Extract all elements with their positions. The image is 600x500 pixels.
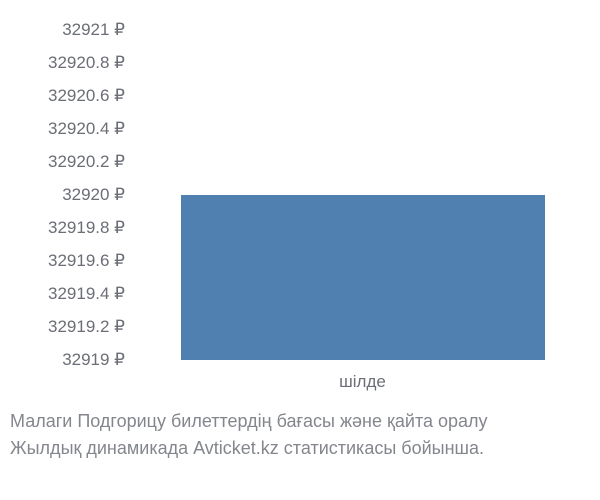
caption-line-1: Малаги Подгорицу билеттердің бағасы және…: [10, 408, 600, 435]
y-tick-label: 32920.4 ₽: [48, 119, 125, 139]
chart: 32921 ₽ 32920.8 ₽ 32920.6 ₽ 32920.4 ₽ 32…: [10, 30, 590, 360]
y-tick-label: 32919.4 ₽: [48, 284, 125, 304]
y-tick-label: 32919 ₽: [62, 350, 125, 370]
x-tick-label: шілде: [339, 372, 386, 392]
bar: [181, 195, 545, 360]
y-tick-label: 32920 ₽: [62, 185, 125, 205]
caption-line-2: Жылдық динамикада Avticket.kz статистика…: [10, 435, 600, 462]
y-tick-label: 32921 ₽: [62, 20, 125, 40]
y-tick-label: 32920.6 ₽: [48, 86, 125, 106]
y-tick-label: 32919.8 ₽: [48, 218, 125, 238]
y-tick-label: 32919.2 ₽: [48, 317, 125, 337]
y-tick-label: 32919.6 ₽: [48, 251, 125, 271]
y-tick-label: 32920.8 ₽: [48, 53, 125, 73]
plot-area: шілде: [135, 30, 590, 360]
caption: Малаги Подгорицу билеттердің бағасы және…: [10, 408, 600, 462]
y-tick-label: 32920.2 ₽: [48, 152, 125, 172]
y-axis: 32921 ₽ 32920.8 ₽ 32920.6 ₽ 32920.4 ₽ 32…: [10, 30, 125, 360]
